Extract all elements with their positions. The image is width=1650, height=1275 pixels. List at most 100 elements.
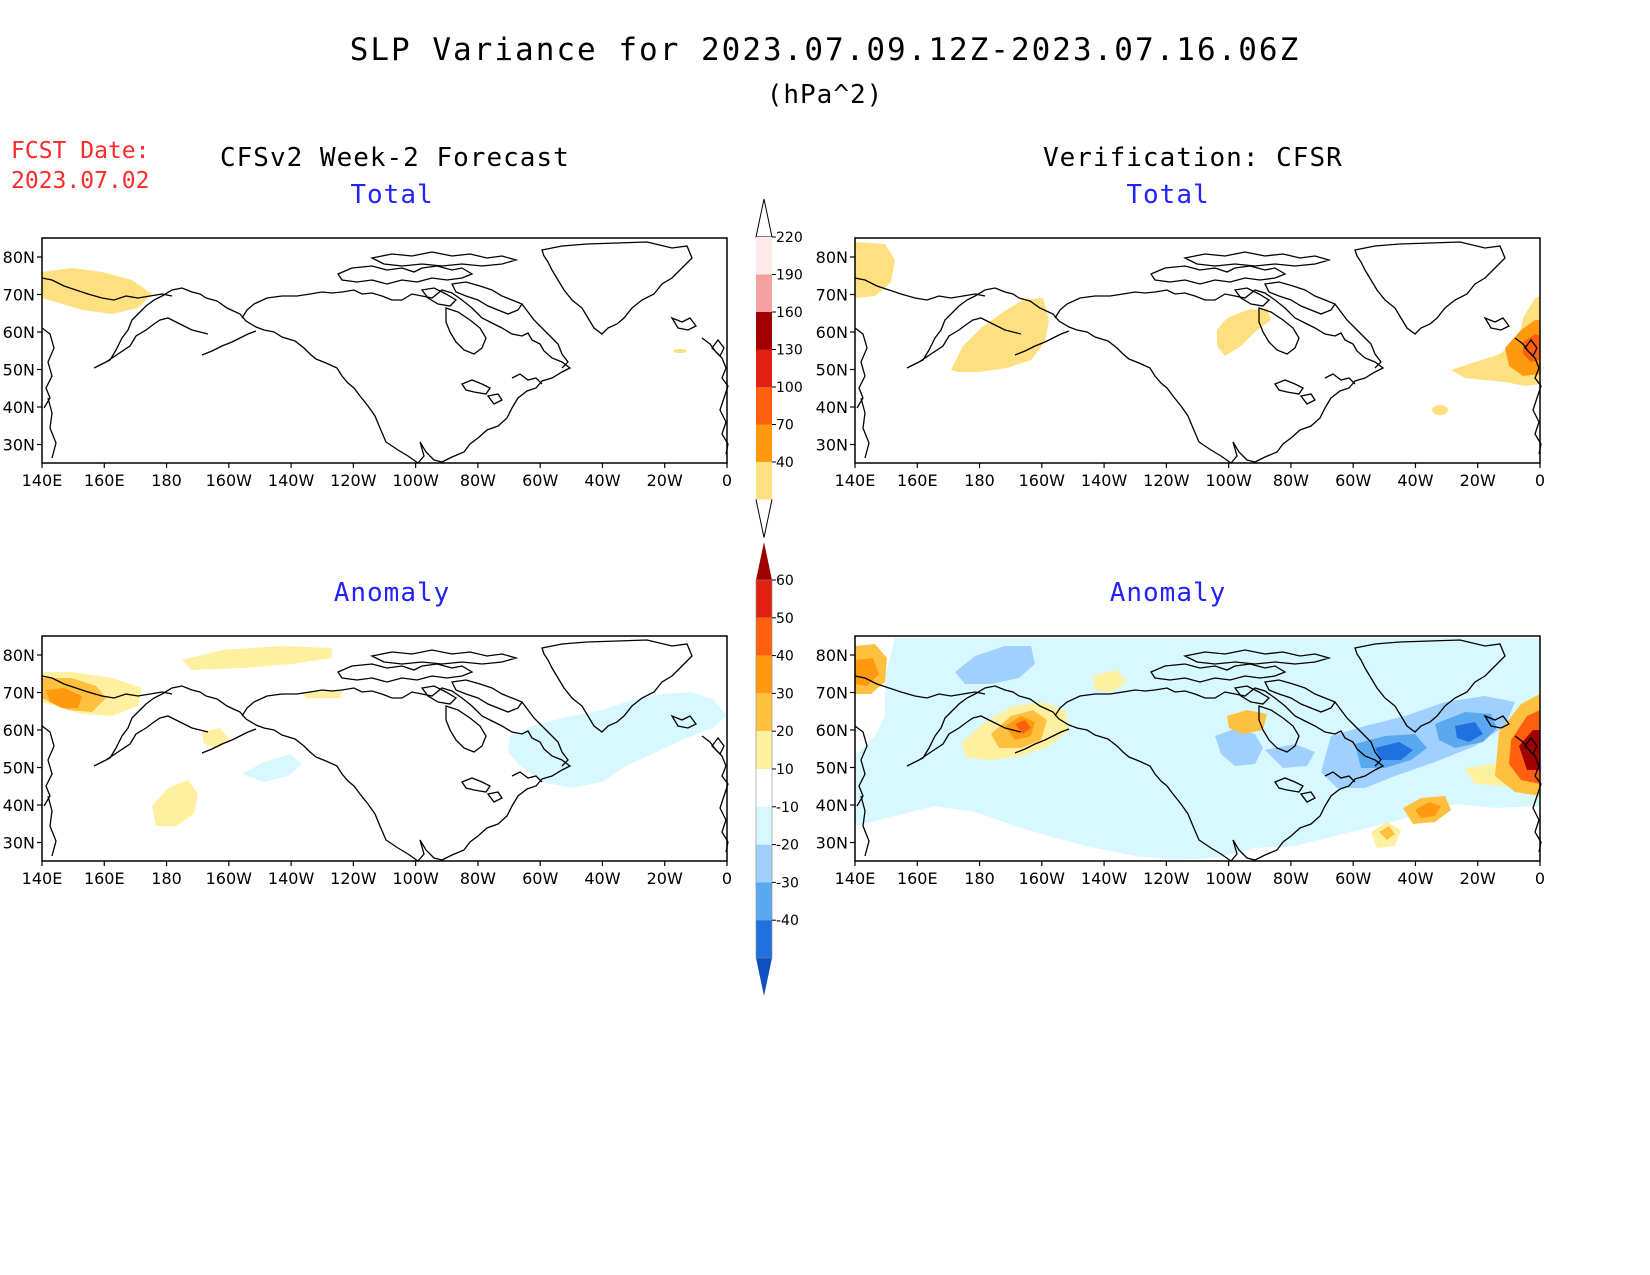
colorbar-total-swatch — [756, 349, 772, 387]
colorbar-total-label: 100 — [776, 380, 803, 396]
colorbar-anomaly-swatch — [756, 769, 772, 807]
fcst-date-value: 2023.07.02 — [11, 168, 150, 194]
lon-label-total-forecast: 40W — [584, 471, 620, 490]
lon-label-anomaly-verification: 160E — [897, 869, 938, 888]
colorbar-total-swatch — [756, 274, 772, 312]
lon-label-total-verification: 40W — [1397, 471, 1433, 490]
lat-label-total-verification: 80N — [816, 248, 848, 267]
lon-label-anomaly-verification: 140W — [1081, 869, 1128, 888]
lon-label-anomaly-forecast: 180 — [151, 869, 182, 888]
colorbar-anomaly-swatch — [756, 580, 772, 618]
colorbar-anomaly-label: -40 — [776, 913, 799, 929]
page-title: SLP Variance for 2023.07.09.12Z-2023.07.… — [349, 32, 1301, 68]
lon-label-anomaly-verification: 120W — [1143, 869, 1190, 888]
lat-label-anomaly-verification: 40N — [816, 796, 848, 815]
lon-label-total-verification: 60W — [1335, 471, 1371, 490]
lon-label-anomaly-forecast: 60W — [522, 869, 558, 888]
lat-label-total-verification: 40N — [816, 398, 848, 417]
colorbar-total-label: 160 — [776, 305, 803, 321]
lon-label-total-forecast: 180 — [151, 471, 182, 490]
colorbar-total-swatch — [756, 424, 772, 462]
map-panel-anomaly-forecast — [41, 635, 729, 862]
lon-label-total-verification: 160W — [1019, 471, 1066, 490]
lat-label-anomaly-verification: 70N — [816, 684, 848, 703]
lon-label-anomaly-forecast: 80W — [460, 869, 496, 888]
lon-label-anomaly-verification: 40W — [1397, 869, 1433, 888]
colorbar-anomaly-swatch — [756, 844, 772, 883]
lat-label-total-forecast: 30N — [3, 436, 35, 455]
lon-label-total-forecast: 140E — [22, 471, 63, 490]
shading-anomaly-verification — [855, 638, 1540, 860]
panel-title-anomaly-verification: Anomaly — [1109, 578, 1227, 608]
map-panel-total-forecast — [41, 237, 729, 464]
lon-label-anomaly-verification: 20W — [1460, 869, 1496, 888]
colorbar-anomaly-label: 30 — [776, 686, 794, 702]
lon-label-total-verification: 120W — [1143, 471, 1190, 490]
lon-label-anomaly-forecast: 100W — [392, 869, 439, 888]
lat-label-total-verification: 70N — [816, 286, 848, 305]
lon-label-anomaly-verification: 60W — [1335, 869, 1371, 888]
colorbar-total: 220 190 160 130 100 70 40 — [755, 198, 803, 538]
axis-labels: 140E 160E 180 160W 140W 120W 100W 80W 60W 40W 20W 0… — [3, 248, 1545, 888]
colorbar-anomaly-swatch — [756, 806, 772, 845]
colorbar-anomaly-swatch — [756, 693, 772, 732]
colorbar-anomaly-swatch — [756, 655, 772, 694]
colorbar-anomaly-label: -10 — [776, 800, 799, 816]
colorbar-anomaly-label: 40 — [776, 649, 794, 665]
lon-label-anomaly-forecast: 140E — [22, 869, 63, 888]
map-panel-anomaly-verification — [854, 635, 1542, 862]
lat-label-total-forecast: 40N — [3, 398, 35, 417]
lat-label-anomaly-forecast: 40N — [3, 796, 35, 815]
lat-label-total-forecast: 50N — [3, 361, 35, 380]
lon-label-total-verification: 140E — [835, 471, 876, 490]
panel-title-total-verification: Total — [1126, 180, 1210, 210]
colorbar-total-swatch — [756, 312, 772, 350]
panel-title-total-forecast: Total — [350, 180, 434, 210]
lat-label-anomaly-forecast: 30N — [3, 834, 35, 853]
lat-label-anomaly-verification: 80N — [816, 646, 848, 665]
lon-label-anomaly-verification: 0 — [1535, 869, 1545, 888]
colorbar-total-label: 40 — [776, 455, 794, 471]
lat-label-anomaly-verification: 60N — [816, 721, 848, 740]
lon-label-total-forecast: 0 — [722, 471, 732, 490]
lon-label-anomaly-forecast: 160E — [84, 869, 125, 888]
lat-label-anomaly-verification: 30N — [816, 834, 848, 853]
lon-label-anomaly-forecast: 20W — [647, 869, 683, 888]
colorbar-anomaly-top-extension — [756, 542, 772, 580]
lon-label-anomaly-verification: 180 — [964, 869, 995, 888]
verification-column-title: Verification: CFSR — [1043, 143, 1343, 173]
lon-label-anomaly-verification: 80W — [1273, 869, 1309, 888]
lat-label-total-verification: 50N — [816, 361, 848, 380]
lat-label-anomaly-forecast: 60N — [3, 721, 35, 740]
colorbar-anomaly-swatch — [756, 920, 772, 958]
colorbar-anomaly: 60 50 40 30 20 10 -10 -20 -30 -40 — [755, 542, 799, 996]
lon-label-total-forecast: 20W — [647, 471, 683, 490]
lon-label-total-verification: 160E — [897, 471, 938, 490]
lon-label-total-forecast: 100W — [392, 471, 439, 490]
lon-label-total-verification: 140W — [1081, 471, 1128, 490]
lon-label-total-verification: 0 — [1535, 471, 1545, 490]
lon-label-total-verification: 100W — [1205, 471, 1252, 490]
colorbar-anomaly-swatch — [756, 882, 772, 921]
colorbar-total-swatch — [756, 387, 772, 425]
lon-label-total-forecast: 60W — [522, 471, 558, 490]
lon-label-anomaly-verification: 140E — [835, 869, 876, 888]
lon-label-total-forecast: 160W — [206, 471, 253, 490]
colorbar-total-label: 190 — [776, 268, 803, 284]
forecast-date-block: FCST Date: 2023.07.02 — [11, 136, 149, 196]
lat-label-total-verification: 30N — [816, 436, 848, 455]
colorbar-anomaly-swatch — [756, 731, 772, 769]
colorbar-anomaly-label: 20 — [776, 724, 794, 740]
forecast-column-title: CFSv2 Week-2 Forecast — [220, 143, 570, 173]
shading-total-verification — [855, 242, 1540, 415]
lon-label-anomaly-forecast: 0 — [722, 869, 732, 888]
lat-label-anomaly-forecast: 50N — [3, 759, 35, 778]
lon-label-total-verification: 180 — [964, 471, 995, 490]
units-label: (hPa^2) — [766, 80, 884, 110]
lat-label-total-forecast: 60N — [3, 323, 35, 342]
lon-label-total-forecast: 80W — [460, 471, 496, 490]
colorbar-anomaly-label: -20 — [776, 838, 799, 854]
lon-label-total-forecast: 160E — [84, 471, 125, 490]
lon-label-total-verification: 20W — [1460, 471, 1496, 490]
